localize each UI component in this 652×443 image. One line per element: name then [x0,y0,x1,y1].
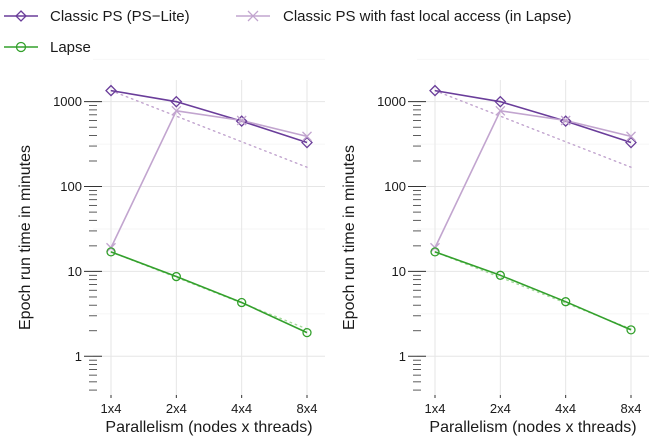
data-point-x [626,131,636,142]
data-point-circle [302,327,312,338]
data-point-diamond [170,95,183,108]
x-tick-label: 1x4 [101,401,122,416]
data-point-circle [561,297,571,307]
data-point-x [302,131,312,142]
x-marker-icon [247,10,259,22]
legend-label-fast-local: Classic PS with fast local access (in La… [283,8,571,25]
legend-label-classic-ps: Classic PS (PS−Lite) [50,8,190,25]
data-point-circle [237,297,247,308]
y-tick-label: 1000 [377,94,406,109]
x-axis-label: Parallelism (nodes x threads) [105,419,312,436]
x-tick-label: 2x4 [490,401,511,416]
data-point-diamond [559,115,572,128]
series-line-2 [434,110,632,249]
legend-item-lapse: Lapse [4,39,91,56]
legend-label-lapse: Lapse [50,39,91,56]
x-tick-label: 1x4 [425,401,446,416]
y-tick-label: 100 [384,179,406,194]
data-point-diamond [105,84,117,97]
x-tick-label: 8x4 [621,401,642,416]
y-tick-label: 100 [60,179,82,194]
data-point-diamond [625,136,637,149]
data-point-x [236,115,247,126]
y-tick-label: 1000 [53,94,82,109]
series-line-1 [110,89,308,144]
x-tick-label: 4x4 [231,401,252,416]
data-point-circle [626,325,636,335]
data-point-x [171,105,182,116]
data-point-circle [495,270,505,280]
data-point-circle [171,271,181,282]
reference-line-1 [434,89,632,168]
y-tick-label: 1 [399,349,406,364]
x-tick-label: 8x4 [297,401,318,416]
data-point-diamond [301,136,313,149]
data-point-x [495,105,506,116]
legend-item-fast-local: Classic PS with fast local access (in La… [236,8,571,25]
data-point-circle [430,247,440,257]
data-point-diamond [235,115,248,128]
series-line-2 [110,110,308,249]
chart-panel-1: 1 10 100 1000 1x4 2x4 4x4 8x4 Parallelism (nodes… [17,58,325,436]
x-tick-label: 4x4 [555,401,576,416]
chart-panel-2: 1 10 100 1000 1x4 2x4 4x4 8x4 Parallelism (nodes… [341,58,649,436]
y-tick-label: 10 [68,264,82,279]
data-point-diamond [429,84,441,97]
y-axis-label: Epoch run time in minutes [341,145,358,330]
data-point-diamond [494,95,507,108]
x-axis-label: Parallelism (nodes x threads) [429,419,636,436]
legend-item-classic-ps: Classic PS (PS−Lite) [4,8,190,25]
series-line-1 [434,89,632,144]
reference-line-1 [110,89,308,168]
circle-marker-icon [15,41,27,53]
series-line-3 [110,251,308,334]
series-line-3 [434,251,632,331]
data-point-x [560,115,571,126]
y-axis-label: Epoch run time in minutes [17,145,34,330]
data-point-circle [106,247,116,257]
legend: Classic PS (PS−Lite) Classic PS with fas… [4,8,571,56]
y-tick-label: 10 [392,264,406,279]
y-tick-label: 1 [75,349,82,364]
diamond-marker-icon [15,10,27,22]
x-tick-label: 2x4 [166,401,187,416]
